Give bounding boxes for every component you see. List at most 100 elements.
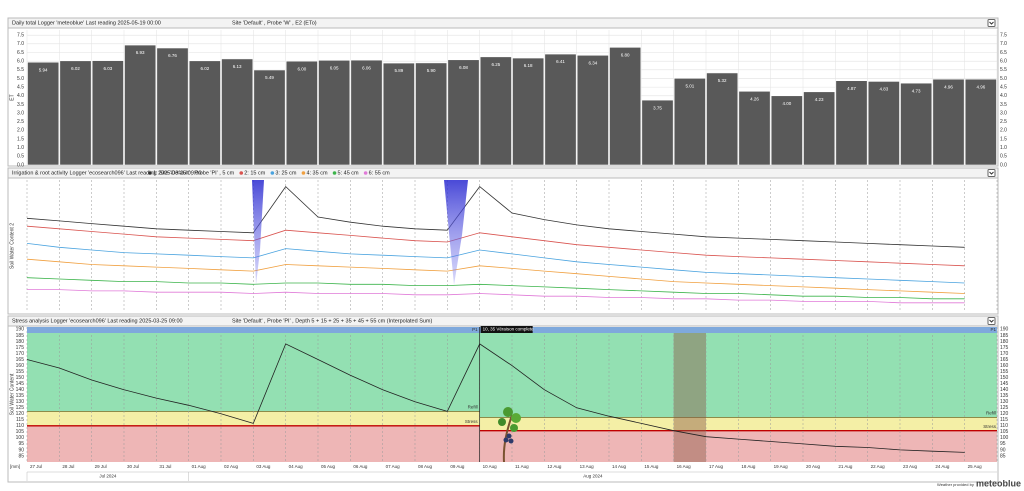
y-tick-label: 150 [16, 375, 25, 381]
bar [188, 60, 221, 166]
y-tick-label: 6.5 [17, 50, 24, 56]
bar-value-label: 4.83 [879, 87, 888, 92]
bar [673, 77, 706, 166]
bar-value-label: 5.49 [265, 75, 274, 80]
collapse-button[interactable] [987, 317, 996, 325]
bar [479, 56, 512, 166]
legend-swatch [239, 171, 244, 175]
y-tick-label: 175 [1000, 345, 1009, 351]
x-tick-label: 27 Jul [30, 464, 42, 469]
legend-entry[interactable]: 1: Site 'Default' , Probe 'PI' , 5 cm [153, 170, 235, 176]
y-tick-label: 1.0 [1000, 145, 1007, 151]
chart-layer: 0.0 0.0 0.5 0.5 1.0 1.0 1.5 1.5 2.0 2.0 2.5 2.5 3.0 3… [9, 30, 1009, 481]
y-tick-label: 85 [1000, 453, 1006, 459]
x-tick-label: 23 Aug [903, 464, 918, 469]
month-label: Aug 2024 [583, 474, 603, 479]
y-tick-label: 6.0 [17, 58, 24, 64]
y-tick-label: 3.0 [1000, 110, 1007, 116]
legend-entry[interactable]: 5: 45 cm [338, 170, 360, 176]
probe-selector[interactable]: Site 'Default' , Probe 'W' , E2 (ETo) [232, 20, 317, 26]
bar [59, 60, 92, 166]
bar [318, 59, 351, 166]
legend-swatch [363, 171, 368, 175]
brand-logo[interactable]: meteoblue [976, 478, 1021, 488]
y-tick-label: 4.5 [1000, 84, 1007, 90]
y-tick-label: 155 [1000, 369, 1009, 375]
bar [867, 81, 900, 166]
bar-value-label: 6.18 [524, 63, 533, 68]
y-axis-label: Soil Water Content [9, 373, 15, 415]
annotation-box [480, 326, 533, 333]
y-tick-label: 115 [16, 417, 24, 423]
x-tick-label: 22 Aug [871, 464, 886, 469]
x-tick-label: 05 Aug [321, 464, 336, 469]
x-tick-label: 15 Aug [644, 464, 659, 469]
bar-value-label: 6.05 [330, 65, 339, 70]
zone-refill [27, 411, 480, 426]
irrigation-event [252, 180, 264, 285]
bar-value-label: 6.76 [168, 53, 177, 58]
y-axis-label: ET [9, 94, 15, 100]
legend-entry[interactable]: 3: 25 cm [275, 170, 297, 176]
collapse-button[interactable] [987, 19, 996, 27]
y-tick-label: 120 [1000, 411, 1009, 417]
panel-title: Daily total Logger 'meteoblue' Last read… [12, 20, 161, 26]
probe-selector[interactable]: Site 'Default' , Probe 'PI' , Depth 5 + … [232, 318, 432, 324]
y-tick-label: 175 [16, 345, 25, 351]
y-tick-label: 5.5 [17, 67, 24, 73]
bar [544, 53, 577, 166]
y-tick-label: 1.0 [17, 145, 24, 151]
bar-value-label: 6.02 [71, 66, 80, 71]
x-tick-label: 16 Aug [677, 464, 692, 469]
bar-value-label: 4.96 [944, 84, 953, 89]
threshold-label: Stress [465, 419, 479, 424]
bar-value-label: 5.01 [685, 83, 694, 88]
y-tick-label: 125 [1000, 405, 1009, 411]
bar [350, 59, 383, 166]
bar-value-label: 6.93 [136, 50, 145, 55]
y-tick-label: 145 [1000, 381, 1009, 387]
bar [221, 58, 254, 166]
x-tick-label: 04 Aug [289, 464, 304, 469]
x-tick-label: 30 Jul [127, 464, 139, 469]
y-tick-label: 190 [1000, 327, 1009, 333]
bar [156, 47, 189, 166]
bar [964, 78, 997, 166]
y-tick-label: 85 [18, 453, 24, 459]
bar [900, 82, 933, 166]
highlight-band [673, 327, 706, 462]
legend-entry[interactable]: 2: 15 cm [244, 170, 266, 176]
bar [253, 69, 286, 166]
y-tick-label: 185 [1000, 333, 1009, 339]
y-tick-label: 130 [16, 399, 25, 405]
legend-entry[interactable]: 6: 55 cm [369, 170, 391, 176]
bar-value-label: 6.02 [200, 66, 209, 71]
legend-entry[interactable]: 4: 35 cm [306, 170, 328, 176]
x-tick-label: 17 Aug [709, 464, 724, 469]
y-tick-label: 7.5 [17, 33, 24, 39]
x-tick-label: 14 Aug [612, 464, 627, 469]
bar-value-label: 3.75 [653, 105, 662, 110]
y-tick-label: 2.5 [1000, 119, 1007, 125]
y-tick-label: 125 [16, 405, 25, 411]
y-tick-label: 0.0 [17, 162, 24, 168]
y-tick-label: 90 [18, 447, 24, 453]
panel-title: Irrigation & root activity Logger 'ecose… [12, 170, 202, 176]
threshold-label: Refill [986, 411, 996, 416]
legend-swatch [301, 171, 306, 175]
y-tick-label: 105 [16, 429, 25, 435]
legend-swatch [270, 171, 275, 175]
y-tick-label: 6.0 [1000, 58, 1007, 64]
series-line [26, 225, 965, 267]
x-tick-label: 11 Aug [515, 464, 529, 469]
collapse-button[interactable] [987, 169, 996, 177]
bar [124, 44, 157, 166]
series-line [26, 277, 965, 300]
x-tick-label: 02 Aug [224, 464, 239, 469]
y-tick-label: 0.0 [1000, 162, 1007, 168]
y-tick-label: 135 [1000, 393, 1009, 399]
bar-value-label: 6.80 [621, 52, 630, 57]
y-tick-label: 0.5 [17, 154, 24, 160]
bar [770, 95, 803, 166]
y-tick-label: 140 [16, 387, 25, 393]
